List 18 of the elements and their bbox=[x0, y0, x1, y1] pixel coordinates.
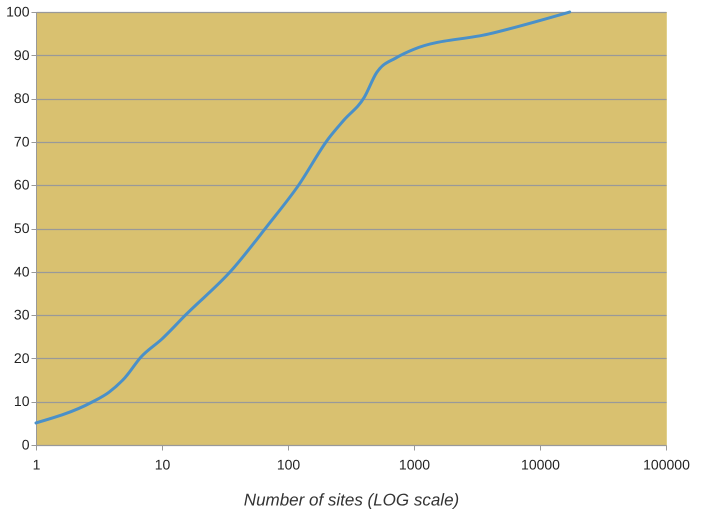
y-tick-label: 90 bbox=[14, 46, 30, 63]
x-tick-label: 100000 bbox=[643, 456, 690, 472]
y-tick-label: 20 bbox=[14, 350, 30, 366]
y-tick-label: 80 bbox=[14, 90, 30, 106]
y-tick-label: 50 bbox=[14, 220, 30, 236]
y-tick-label: 0 bbox=[22, 436, 30, 452]
x-tick-label: 10 bbox=[154, 456, 170, 472]
x-axis-title: Number of sites (LOG scale) bbox=[244, 490, 460, 510]
x-tick-label: 10000 bbox=[521, 456, 560, 472]
y-tick-label: 30 bbox=[14, 306, 30, 323]
x-tick-label: 1000 bbox=[398, 456, 430, 472]
y-tick-label: 60 bbox=[14, 176, 30, 193]
y-tick-label: 10 bbox=[14, 393, 30, 410]
x-tick-label: 1 bbox=[32, 456, 41, 472]
x-tick-label: 100 bbox=[276, 456, 300, 472]
y-tick-label: 100 bbox=[6, 4, 30, 20]
y-tick-label: 70 bbox=[14, 133, 30, 150]
y-tick-label: 40 bbox=[14, 263, 30, 280]
